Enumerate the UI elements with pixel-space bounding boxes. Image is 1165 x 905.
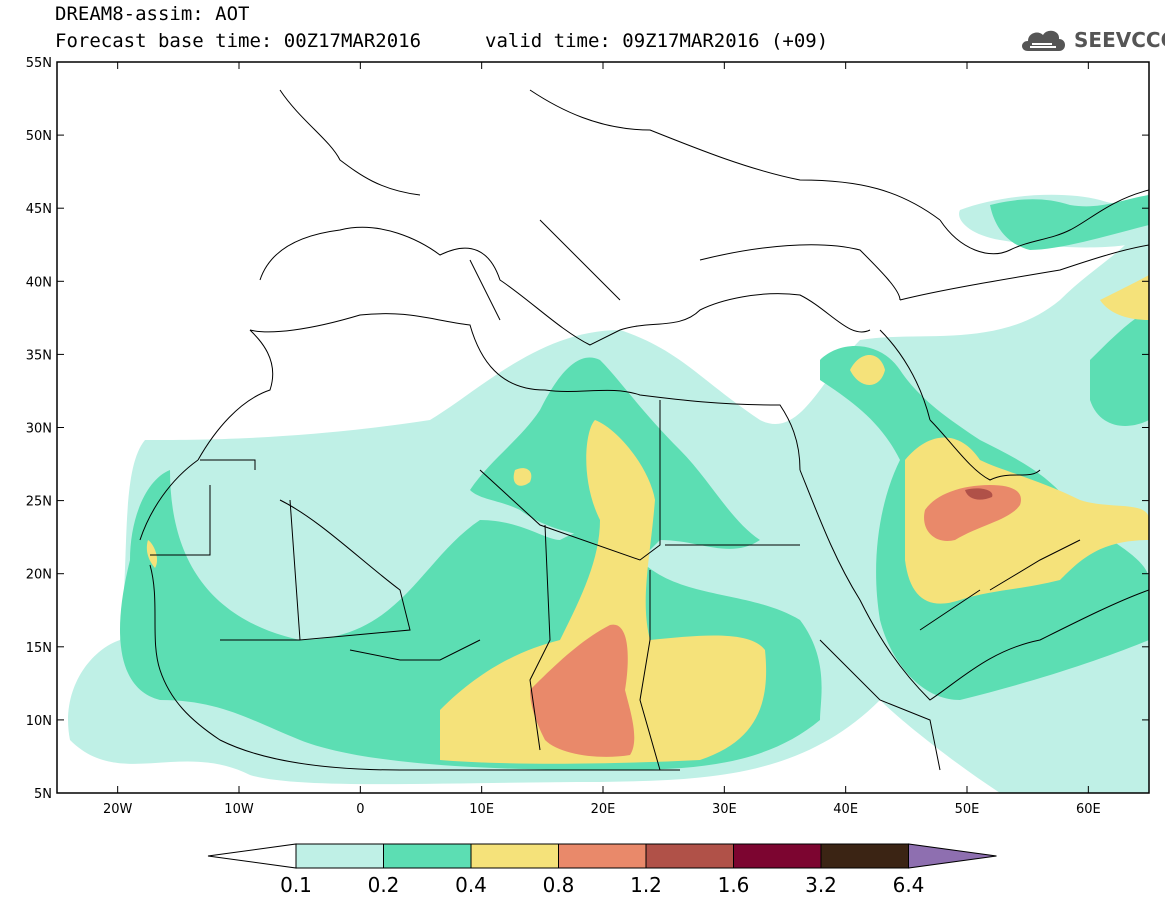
colorbar-level-label: 0.2 [368, 873, 400, 897]
colorbar-level-label: 0.8 [543, 873, 575, 897]
lat-tick-label: 10N [26, 714, 52, 729]
lon-tick-label: 50E [955, 802, 980, 817]
forecast-base-time: Forecast base time: 00Z17MAR2016 [55, 30, 422, 52]
aot-field [68, 190, 1149, 793]
colorbar-level-label: 3.2 [805, 873, 837, 897]
colorbar-swatch [820, 843, 909, 869]
lat-tick-label: 45N [26, 202, 52, 217]
lat-tick-label: 50N [26, 129, 52, 144]
colorbar-swatch [295, 843, 384, 869]
colorbar-level-label: 6.4 [893, 873, 925, 897]
colorbar-swatch [645, 843, 734, 869]
lat-tick-label: 20N [26, 568, 52, 583]
colorbar: 0.1 0.2 0.4 0.8 1.2 1.6 3.2 6.4 [207, 843, 997, 897]
lat-tick-label: 55N [26, 56, 52, 71]
lat-tick-label: 40N [26, 275, 52, 290]
lon-tick-label: 60E [1076, 802, 1101, 817]
colorbar-swatch [383, 843, 472, 869]
colorbar-level-label: 1.2 [630, 873, 662, 897]
lon-tick-label: 20E [591, 802, 616, 817]
coastlines [139, 89, 1149, 771]
colorbar-swatch [470, 843, 559, 869]
lat-tick-label: 15N [26, 641, 52, 656]
colorbar-level-label: 0.1 [280, 873, 312, 897]
colorbar-level-label: 0.4 [455, 873, 487, 897]
colorbar-under-arrow [207, 843, 297, 869]
map-title: DREAM8-assim: AOT [55, 3, 250, 25]
lat-tick-label: 5N [34, 787, 52, 802]
colorbar-over-arrow [908, 843, 997, 869]
lon-tick-label: 40E [833, 802, 858, 817]
lon-tick-label: 10W [224, 802, 254, 817]
colorbar-level-label: 1.6 [718, 873, 750, 897]
lat-tick-label: 25N [26, 495, 52, 510]
lon-tick-label: 10E [469, 802, 494, 817]
lon-axis: 20W 10W 0 10E 20E 30E 40E 50E 60E [103, 62, 1101, 817]
colorbar-swatch [558, 843, 647, 869]
lon-tick-label: 30E [712, 802, 737, 817]
logo-text: SEEVCCC [1074, 28, 1165, 52]
valid-time: valid time: 09Z17MAR2016 (+09) [485, 30, 829, 52]
lat-axis: 55N 50N 45N 40N 35N 30N 25N 20N 15N 10N 5N [26, 56, 1149, 802]
lon-tick-label: 20W [103, 802, 133, 817]
seevccc-logo: SEEVCCC [1018, 22, 1165, 58]
colorbar-swatch [733, 843, 822, 869]
cloud-icon [1022, 30, 1065, 51]
lat-tick-label: 35N [26, 348, 52, 363]
lon-tick-label: 0 [356, 802, 364, 817]
lat-tick-label: 30N [26, 422, 52, 437]
